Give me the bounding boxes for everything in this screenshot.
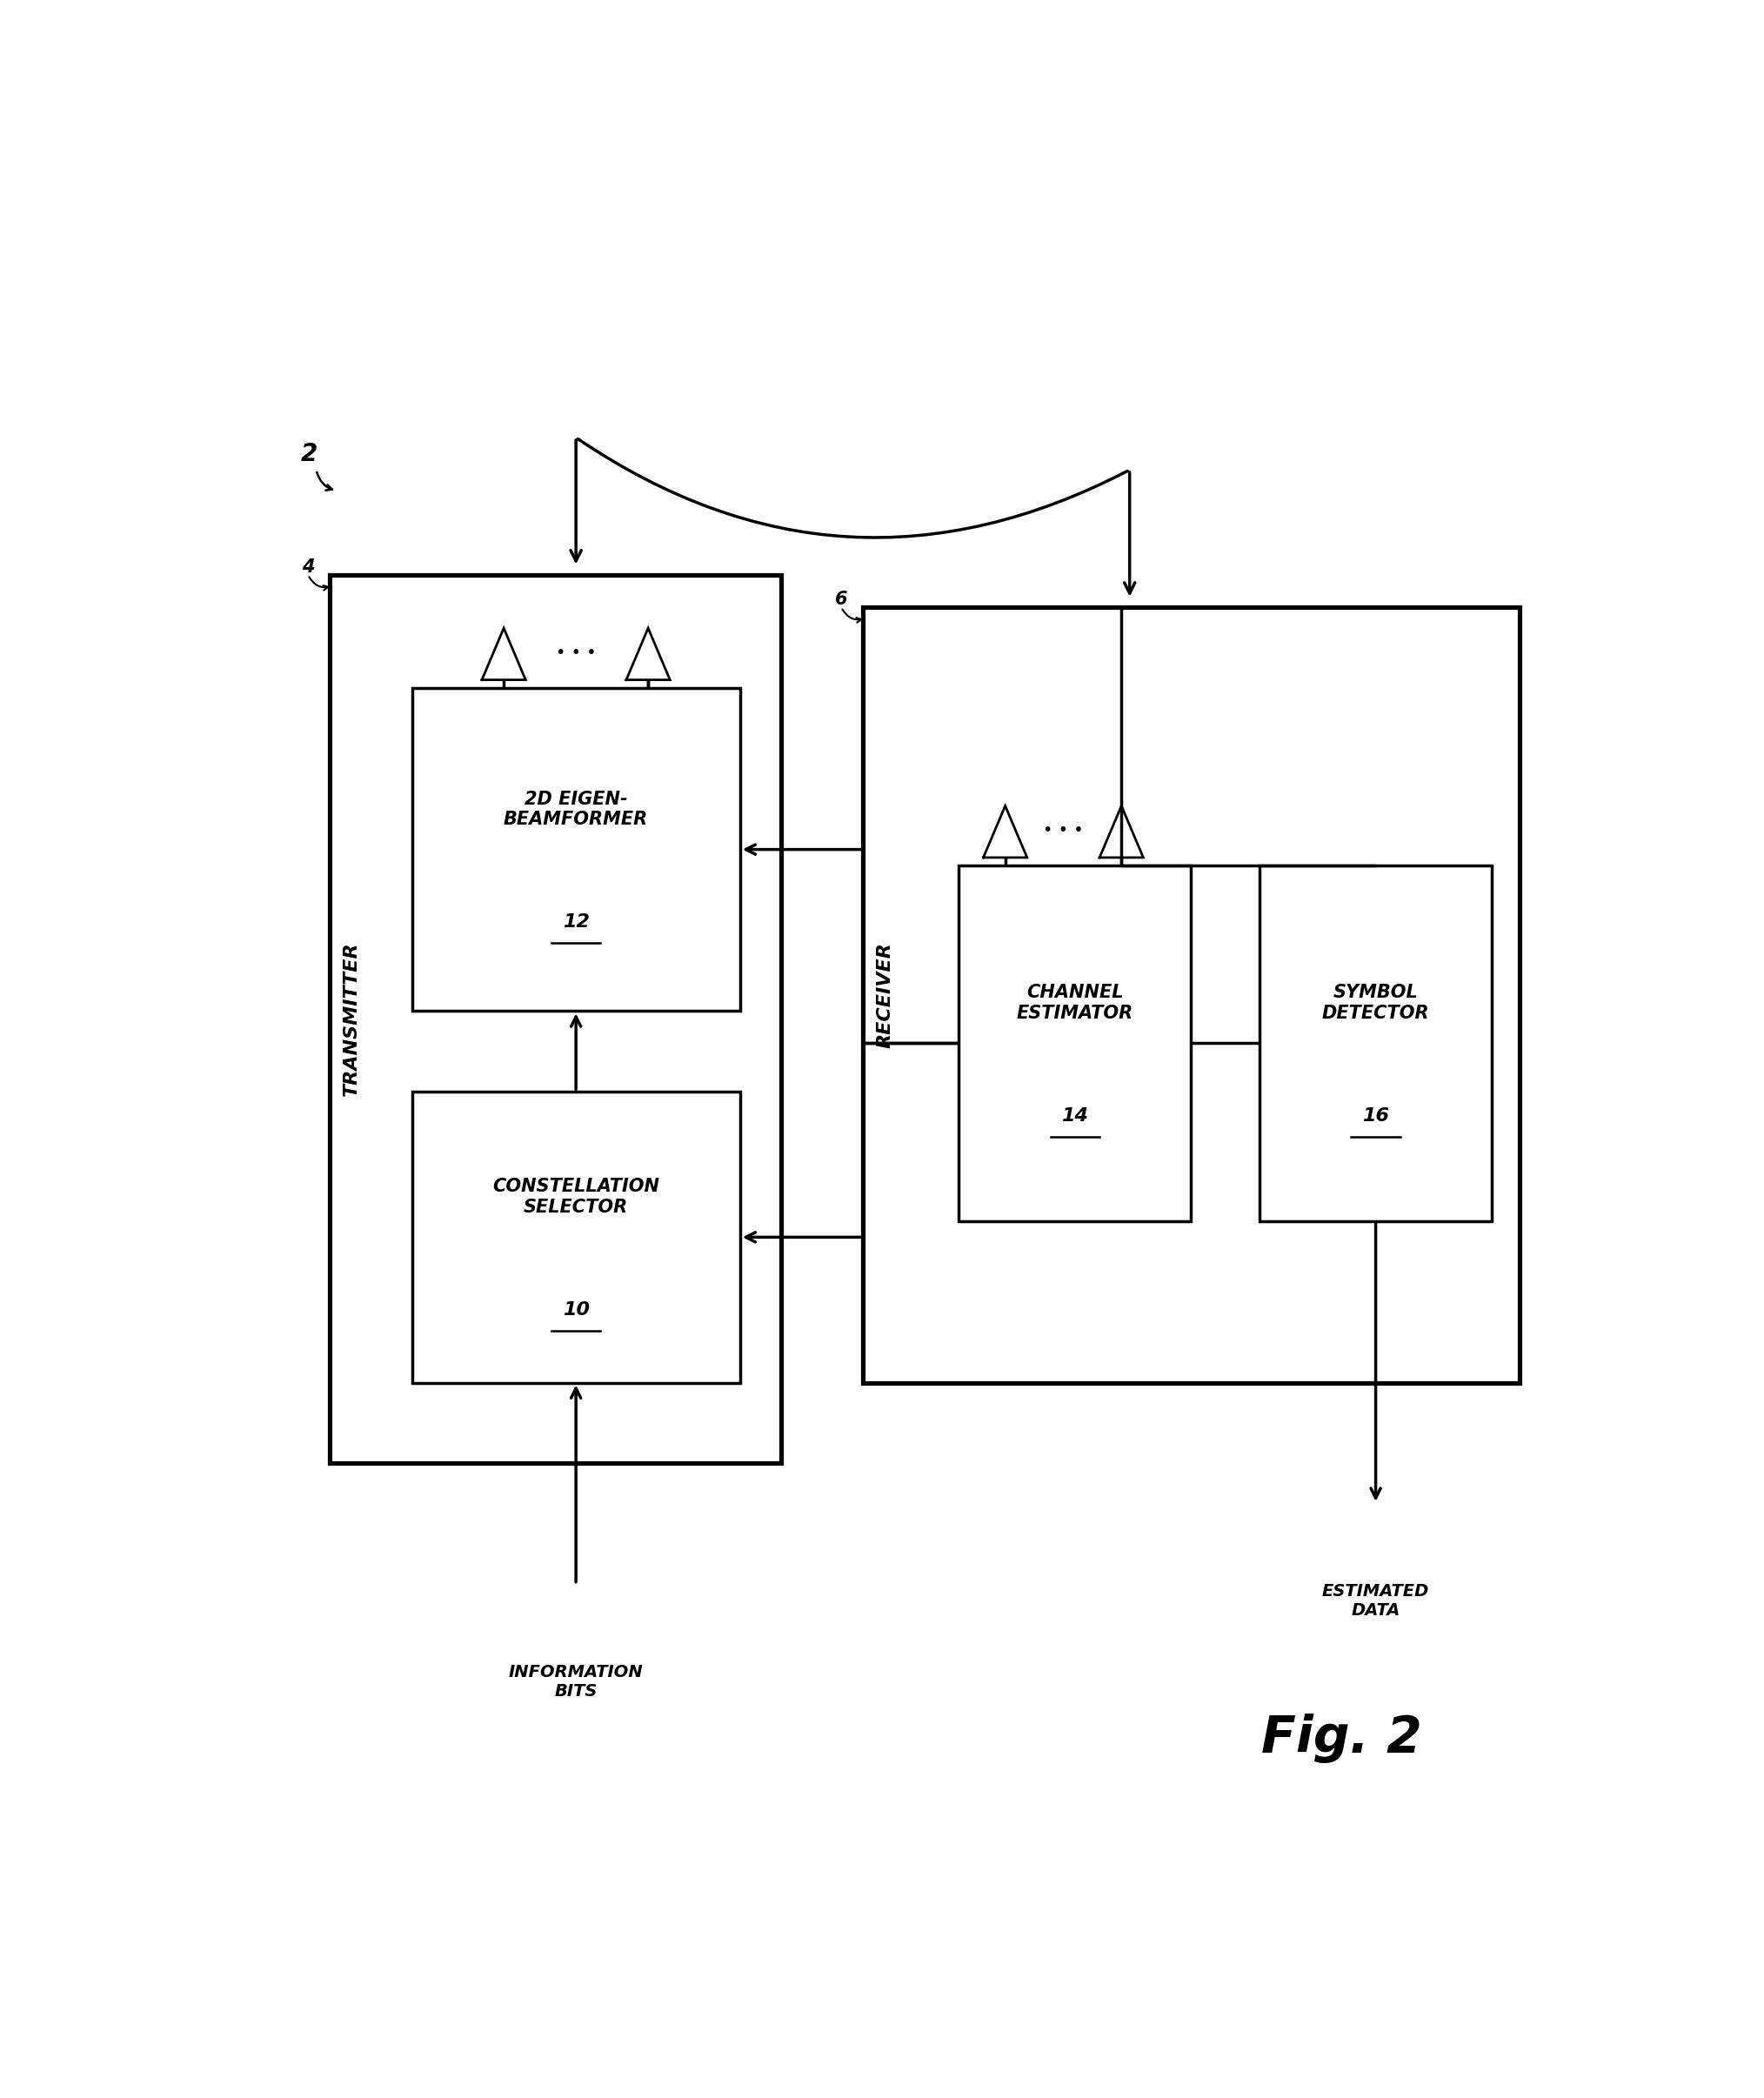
Text: • • •: • • • (1043, 822, 1083, 839)
Text: INFORMATION
BITS: INFORMATION BITS (508, 1664, 644, 1699)
Bar (413, 1091, 741, 1383)
Text: 2: 2 (302, 441, 318, 466)
Text: ESTIMATED
DATA: ESTIMATED DATA (1321, 1582, 1429, 1618)
Text: 12: 12 (563, 913, 589, 932)
Bar (330, 575, 781, 1464)
Text: CHANNEL
ESTIMATOR: CHANNEL ESTIMATOR (1016, 984, 1132, 1022)
Text: Fig. 2: Fig. 2 (1261, 1714, 1422, 1762)
Text: 14: 14 (1062, 1108, 1088, 1125)
Bar (863, 606, 1519, 1383)
Text: CONSTELLATION
SELECTOR: CONSTELLATION SELECTOR (492, 1177, 660, 1215)
Text: • • •: • • • (556, 644, 596, 661)
Text: 16: 16 (1362, 1108, 1390, 1125)
Text: TRANSMITTER: TRANSMITTER (342, 942, 360, 1097)
Bar (1259, 866, 1492, 1221)
Text: 6: 6 (834, 590, 847, 608)
Text: RECEIVER: RECEIVER (877, 942, 894, 1047)
Text: 10: 10 (563, 1301, 589, 1318)
Bar (960, 866, 1191, 1221)
Text: 2D EIGEN-
BEAMFORMER: 2D EIGEN- BEAMFORMER (505, 791, 647, 829)
Text: SYMBOL
DETECTOR: SYMBOL DETECTOR (1321, 984, 1429, 1022)
Bar (413, 688, 741, 1011)
Text: 4: 4 (302, 558, 314, 575)
